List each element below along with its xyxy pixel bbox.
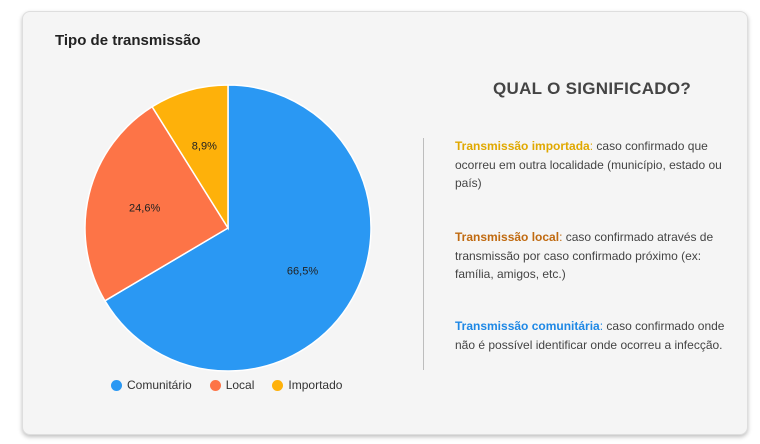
explanation-heading: QUAL O SIGNIFICADO? — [493, 79, 692, 98]
definition-comunitaria-text: caso confirmado onde não é possível iden… — [455, 319, 725, 352]
pie-chart: 66,5% 24,6% 8,9% — [78, 78, 378, 378]
definition-local-term: Transmissão local — [455, 230, 560, 244]
definition-comunitaria-colon: : — [599, 319, 604, 333]
definition-importada-text: caso confirmado que ocorreu em outra loc… — [455, 139, 722, 190]
pie-label-importado: 8,9% — [192, 141, 217, 153]
card-title: Tipo de transmissão — [55, 32, 201, 49]
definition-importada: Transmissão importada: caso confirmado q… — [455, 137, 725, 193]
legend-label-importado: Importado — [288, 378, 343, 392]
pie-label-comunitario: 66,5% — [287, 266, 318, 278]
chart-legend: Comunitário Local Importado — [111, 378, 342, 392]
definition-local: Transmissão local: caso confirmado atrav… — [455, 228, 725, 284]
legend-item-comunitario[interactable]: Comunitário — [111, 378, 192, 392]
legend-label-comunitario: Comunitário — [127, 378, 192, 392]
chart-card: Tipo de transmissão 66,5% 24,6% 8,9% Comun… — [22, 11, 748, 435]
definition-comunitaria-term: Transmissão comunitária — [455, 319, 600, 333]
legend-item-local[interactable]: Local — [209, 378, 255, 392]
pie-slice-local[interactable] — [84, 105, 230, 302]
legend-dot-local — [209, 379, 221, 391]
definition-local-text: caso confirmado através de transmissão p… — [455, 230, 714, 281]
definition-importada-colon: : — [589, 139, 594, 153]
legend-dot-importado — [272, 379, 284, 391]
pie-slice-importado[interactable] — [151, 84, 229, 231]
pie-slice-comunitario[interactable] — [103, 84, 372, 372]
definition-comunitaria: Transmissão comunitária: caso confirmado… — [455, 317, 725, 354]
definition-importada-term: Transmissão importada — [455, 139, 590, 153]
legend-dot-comunitario — [111, 379, 122, 391]
legend-label-local: Local — [225, 378, 255, 392]
explanation-divider — [423, 138, 424, 370]
legend-item-importado[interactable]: Importado — [272, 378, 342, 392]
pie-label-local: 24,6% — [129, 203, 160, 215]
definition-local-colon: : — [559, 230, 563, 244]
pie-svg: 66,5% 24,6% 8,9% — [84, 84, 372, 372]
